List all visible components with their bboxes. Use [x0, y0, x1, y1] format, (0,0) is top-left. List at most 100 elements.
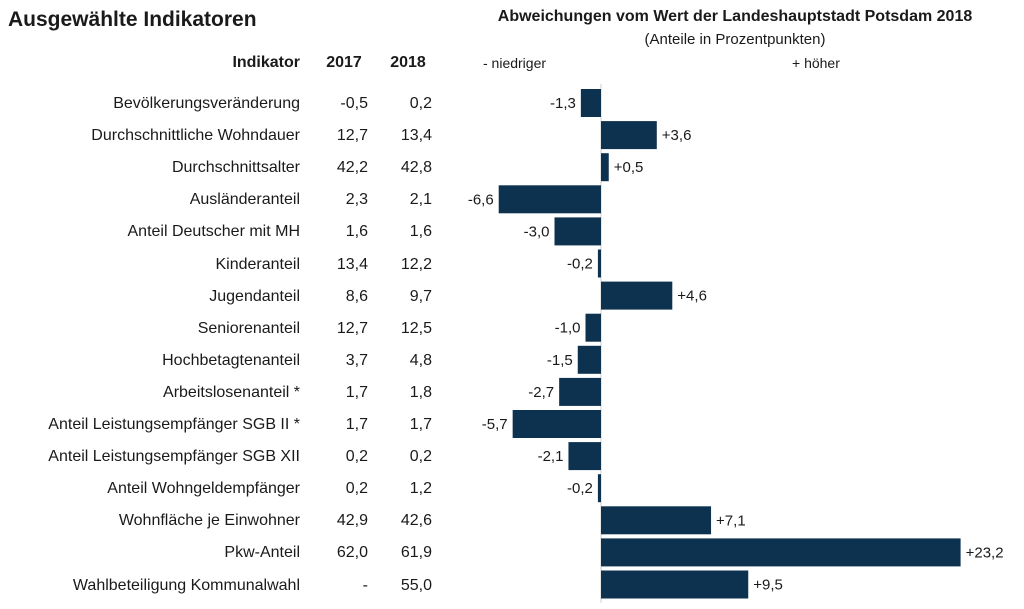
bar-value-label: +4,6 — [677, 288, 707, 305]
bar-value-label: -5,7 — [482, 416, 508, 433]
value-2018: 1,8 — [409, 383, 432, 401]
bar — [597, 474, 601, 503]
bar — [554, 217, 601, 246]
value-2018: 55,0 — [400, 576, 432, 594]
value-2017: 12,7 — [336, 127, 368, 145]
table-row: Durchschnittsalter 42,2 42,8 — [0, 152, 440, 184]
bar — [498, 185, 601, 214]
value-2017: -0,5 — [340, 95, 368, 112]
bar — [601, 281, 673, 310]
bar-value-label: -2,1 — [538, 448, 564, 465]
indicator-label: Seniorenanteil — [197, 319, 300, 337]
value-2018: 1,6 — [409, 223, 432, 241]
value-2018: 1,2 — [409, 480, 432, 498]
bar — [601, 506, 712, 535]
value-2018: 1,7 — [409, 416, 432, 433]
value-2018: 61,9 — [400, 544, 432, 562]
indicator-label: Kinderanteil — [215, 255, 301, 273]
bar-value-label: -6,6 — [468, 191, 494, 208]
value-2018: 42,8 — [400, 159, 432, 177]
indicator-label: Bevölkerungsveränderung — [113, 95, 300, 112]
bar-value-label: -1,5 — [547, 352, 573, 369]
value-2018: 9,7 — [409, 287, 432, 305]
bar-value-label: -2,7 — [528, 384, 554, 401]
indicator-label: Anteil Wohngeldempfänger — [107, 480, 300, 498]
value-2018: 42,6 — [400, 512, 432, 530]
value-2017: 0,2 — [345, 448, 368, 466]
table-row: Anteil Leistungsempfänger SGB II * 1,7 1,7 — [0, 409, 440, 441]
table-row: Anteil Leistungsempfänger SGB XII 0,2 0,2 — [0, 441, 440, 473]
table-row: Durchschnittliche Wohndauer 12,7 13,4 — [0, 120, 440, 152]
table-row: Hochbetagtenanteil 3,7 4,8 — [0, 345, 440, 377]
value-2017: 2,3 — [345, 191, 368, 209]
table-row: Ausländeranteil 2,3 2,1 — [0, 184, 440, 216]
value-2018: 2,1 — [409, 191, 432, 209]
value-2018: 12,5 — [400, 319, 432, 337]
indicator-label: Hochbetagtenanteil — [162, 351, 300, 369]
bar-value-label: +9,5 — [753, 577, 783, 594]
bar-value-label: +0,5 — [614, 159, 644, 176]
indicator-label: Anteil Leistungsempfänger SGB II * — [48, 416, 300, 433]
header-indicator: Indikator — [232, 54, 300, 71]
bar-value-label: -0,2 — [567, 256, 593, 273]
value-2017: 13,4 — [336, 255, 368, 273]
value-2017: 1,7 — [345, 416, 368, 433]
bar-value-label: -3,0 — [524, 223, 550, 240]
value-2017: - — [362, 576, 368, 594]
indicator-label: Pkw-Anteil — [224, 544, 300, 562]
table-row: Anteil Deutscher mit MH 1,6 1,6 — [0, 216, 440, 248]
table-row: Anteil Wohngeldempfänger 0,2 1,2 — [0, 473, 440, 505]
left-title: Ausgewählte Indikatoren — [8, 8, 257, 31]
bar — [559, 377, 601, 406]
value-2018: 13,4 — [400, 127, 432, 145]
indicator-label: Wohnfläche je Einwohner — [118, 512, 300, 530]
deviation-bar-chart: -1,3 +3,6 +0,5 -6,6 -3,0 -0,2 +4,6 -1,0 -1,5 -2,7… — [468, 84, 1004, 603]
table-row: Kinderanteil 13,4 12,2 — [0, 249, 440, 281]
indicator-label: Durchschnittsalter — [171, 159, 300, 177]
indicator-label: Jugendanteil — [209, 287, 300, 305]
legend-lower: - niedriger — [483, 55, 547, 71]
table-row: Jugendanteil 8,6 9,7 — [0, 281, 440, 313]
bar — [601, 570, 749, 599]
bar — [601, 121, 657, 150]
value-2017: 62,0 — [336, 544, 368, 562]
bar — [597, 249, 601, 278]
indicator-label: Durchschnittliche Wohndauer — [91, 127, 300, 145]
value-2017: 0,2 — [345, 480, 368, 498]
indicator-label: Ausländeranteil — [189, 191, 300, 209]
bar — [601, 153, 609, 182]
value-2017: 42,9 — [336, 512, 368, 530]
indicator-label: Anteil Leistungsempfänger SGB XII — [48, 448, 300, 466]
value-2017: 12,7 — [336, 319, 368, 337]
value-2017: 8,6 — [345, 287, 368, 305]
table-row: Arbeitslosenanteil * 1,7 1,8 — [0, 377, 440, 409]
value-2018: 12,2 — [400, 255, 432, 273]
table-row: Wohnfläche je Einwohner 42,9 42,6 — [0, 505, 440, 537]
value-2017: 3,7 — [345, 351, 368, 369]
bar-value-label: +23,2 — [966, 544, 1004, 561]
value-2017: 1,6 — [345, 223, 368, 241]
bar — [601, 538, 961, 567]
bar — [580, 89, 601, 117]
chart-subtitle: (Anteile in Prozentpunkten) — [644, 31, 826, 48]
value-2018: 0,2 — [409, 95, 432, 112]
header-year-2018: 2018 — [390, 54, 426, 71]
bar-value-label: +7,1 — [716, 512, 746, 529]
bar — [568, 442, 601, 471]
table-row: Pkw-Anteil 62,0 61,9 — [0, 537, 440, 569]
value-2017: 42,2 — [336, 159, 368, 177]
header-year-2017: 2017 — [326, 54, 362, 71]
bar-value-label: -1,0 — [555, 320, 581, 337]
table-row: Bevölkerungsveränderung -0,5 0,2 — [0, 88, 440, 120]
legend-higher: + höher — [792, 55, 840, 71]
bar — [577, 345, 601, 374]
value-2018: 0,2 — [409, 448, 432, 466]
bar-value-label: -1,3 — [550, 95, 576, 112]
table-row: Seniorenanteil 12,7 12,5 — [0, 313, 440, 345]
value-2017: 1,7 — [345, 383, 368, 401]
bar-value-label: +3,6 — [662, 127, 692, 144]
indicator-label: Arbeitslosenanteil * — [163, 383, 300, 401]
bar — [512, 410, 601, 438]
indicator-label: Anteil Deutscher mit MH — [127, 223, 301, 241]
table-row: Wahlbeteiligung Kommunalwahl - 55,0 — [0, 570, 440, 602]
